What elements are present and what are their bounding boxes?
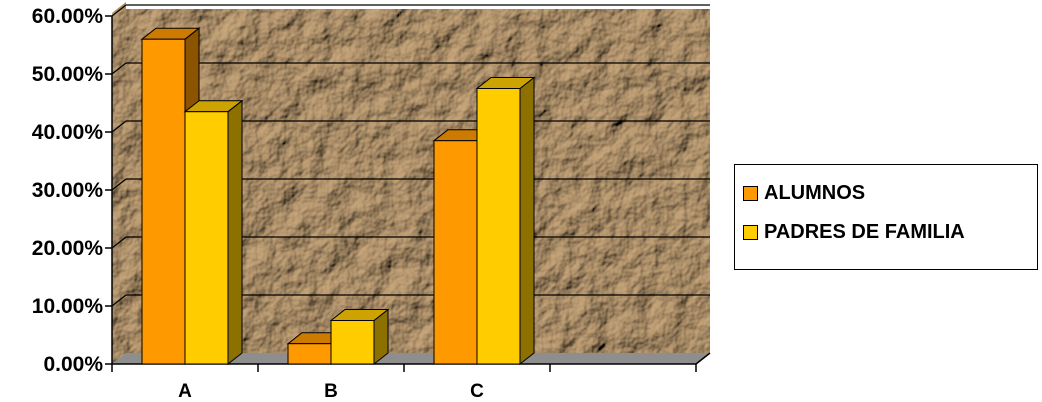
y-tick-label: 60.00% xyxy=(32,5,104,28)
y-tick-label: 10.00% xyxy=(32,295,104,318)
legend: ALUMNOS PADRES DE FAMILIA xyxy=(734,164,1038,270)
y-tick-label: 30.00% xyxy=(32,179,104,202)
bar-front xyxy=(477,89,520,365)
legend-item-alumnos: ALUMNOS xyxy=(743,182,865,205)
bar-front xyxy=(142,39,185,364)
x-tick-label: A xyxy=(178,381,192,402)
legend-label-padres: PADRES DE FAMILIA xyxy=(764,221,965,244)
legend-item-padres: PADRES DE FAMILIA xyxy=(743,221,965,244)
bar-front xyxy=(288,344,331,364)
bar xyxy=(331,310,388,365)
y-tick-label: 50.00% xyxy=(32,63,104,86)
bar-front xyxy=(434,141,477,364)
bar-front xyxy=(331,321,374,365)
y-tick-label: 40.00% xyxy=(32,121,104,144)
bar xyxy=(477,78,534,365)
bar-side xyxy=(228,101,242,364)
x-tick-label: B xyxy=(324,381,338,402)
legend-label-alumnos: ALUMNOS xyxy=(764,182,865,205)
x-tick-label: C xyxy=(470,381,484,402)
y-tick-label: 0.00% xyxy=(43,353,103,376)
bar-side xyxy=(520,78,534,365)
side-wall-texture xyxy=(112,9,126,364)
y-tick-label: 20.00% xyxy=(32,237,104,260)
bar-front xyxy=(185,112,228,364)
legend-swatch-padres xyxy=(743,225,758,240)
bar xyxy=(185,101,242,364)
legend-swatch-alumnos xyxy=(743,186,758,201)
y-axis: 0.00% 10.00% 20.00% 30.00% 40.00% 50.00% 60.00… xyxy=(32,5,112,376)
